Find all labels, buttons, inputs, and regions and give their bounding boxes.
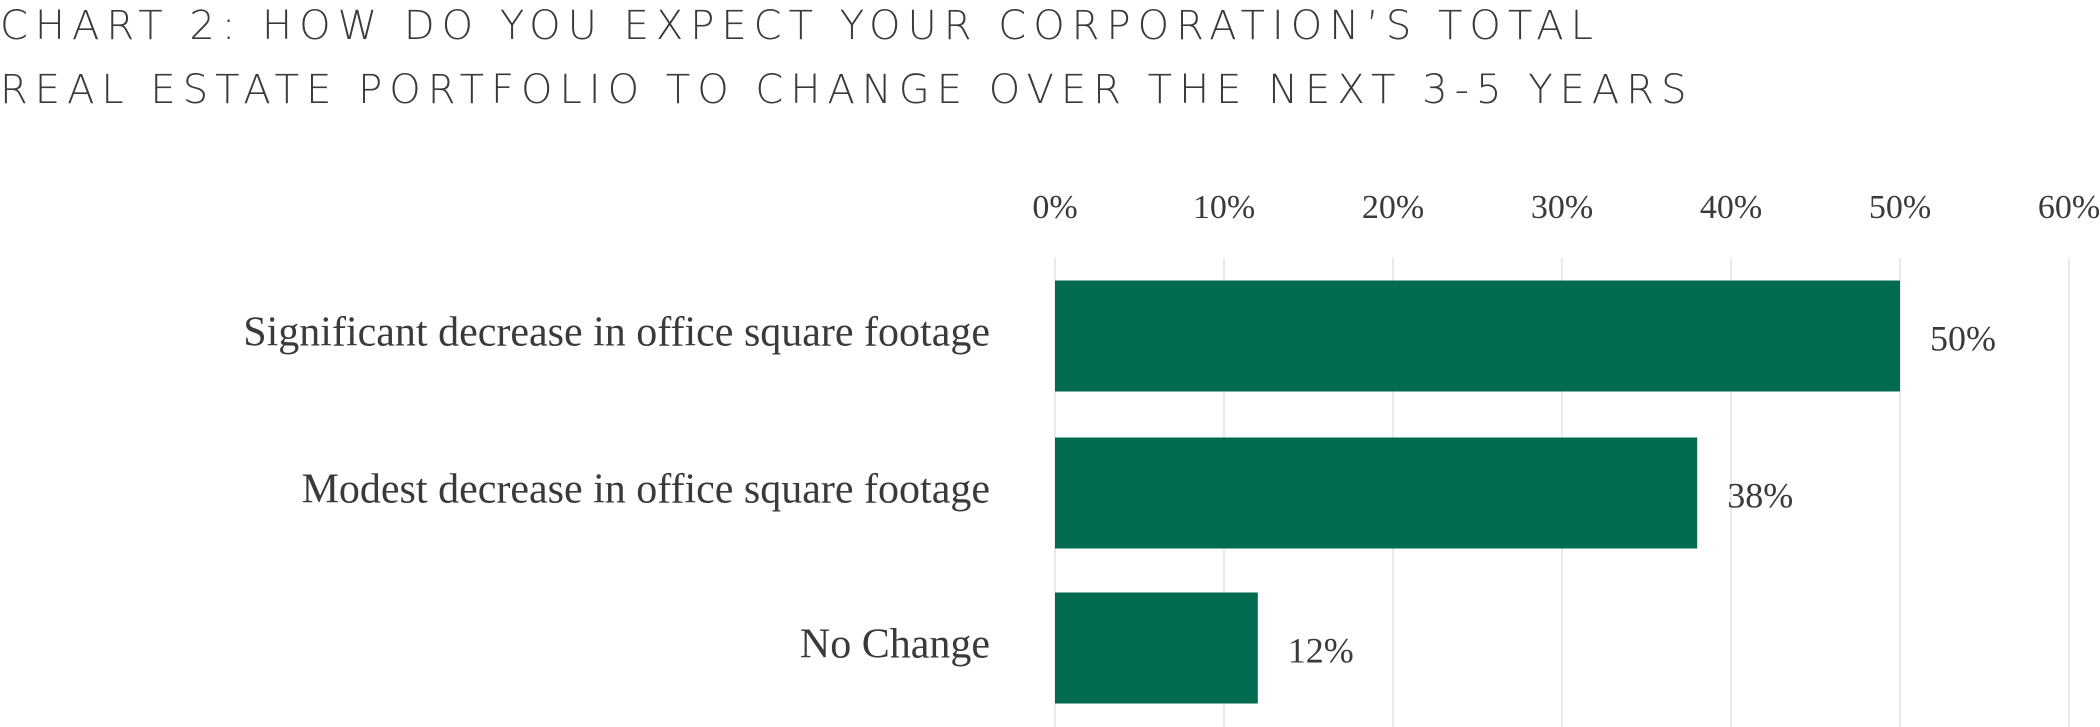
data-label: 38% — [1727, 475, 1793, 515]
x-tick-label: 40% — [1700, 189, 1762, 226]
y-tick-label: No Change — [800, 622, 990, 668]
x-tick-label: 20% — [1362, 189, 1424, 226]
y-tick-label: Significant decrease in office square fo… — [243, 310, 990, 356]
x-tick-label: 60% — [2038, 189, 2100, 226]
bar — [1055, 592, 1258, 704]
chart-title: CHART 2: HOW DO YOU EXPECT YOUR CORPORAT… — [0, 3, 1694, 113]
data-label: 12% — [1288, 630, 1354, 670]
bar — [1055, 280, 1900, 392]
x-tick-label: 50% — [1869, 189, 1931, 226]
x-tick-label: 10% — [1193, 189, 1255, 226]
bar — [1055, 437, 1698, 549]
x-tick-label: 0% — [1032, 189, 1077, 226]
data-label: 50% — [1930, 318, 1996, 358]
x-tick-label: 30% — [1531, 189, 1593, 226]
y-tick-label: Modest decrease in office square footage — [302, 467, 990, 513]
